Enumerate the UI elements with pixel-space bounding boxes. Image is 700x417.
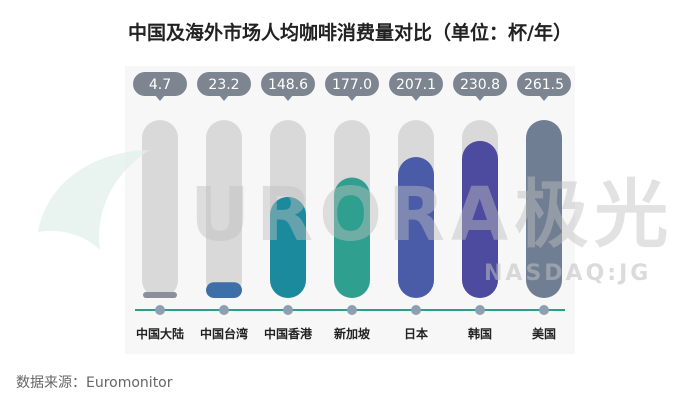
x-tick-label: 美国 <box>532 326 556 341</box>
value-badge-pointer <box>219 95 229 101</box>
value-badge-pointer <box>411 95 421 101</box>
axis-dot <box>283 305 293 315</box>
bar <box>462 140 498 298</box>
value-badge-pointer <box>347 95 357 101</box>
data-label: 4.7 <box>149 77 171 93</box>
bar <box>398 157 434 298</box>
x-tick-label: 韩国 <box>468 326 492 341</box>
bar-chart: 4.7 23.2 148.6 177.0 207.1 230.8 261.5 中国大陆 中国台湾… <box>133 72 571 341</box>
x-tick-label: 中国香港 <box>264 326 313 341</box>
data-label: 148.6 <box>268 77 308 93</box>
data-source: 数据来源：Euromonitor <box>16 375 173 391</box>
x-tick-label: 中国大陆 <box>136 326 184 341</box>
x-tick-label: 新加坡 <box>334 326 371 341</box>
x-tick-label: 中国台湾 <box>200 326 248 341</box>
bar <box>143 292 177 298</box>
axis-dot <box>347 305 357 315</box>
axis-dot <box>155 305 165 315</box>
bar-track <box>206 120 242 298</box>
bar <box>206 282 242 298</box>
value-badge-pointer <box>155 95 165 101</box>
x-tick-label: 日本 <box>404 326 428 341</box>
bar-track <box>142 120 178 298</box>
value-badge <box>197 72 251 96</box>
value-badge <box>517 72 571 96</box>
value-badge <box>261 72 315 96</box>
bar <box>526 120 562 298</box>
value-badge <box>325 72 379 96</box>
value-badge-pointer <box>475 95 485 101</box>
data-label: 207.1 <box>396 77 436 93</box>
value-badge-pointer <box>283 95 293 101</box>
axis-dot <box>219 305 229 315</box>
axis-dot <box>411 305 421 315</box>
value-badge <box>133 72 187 96</box>
data-label: 261.5 <box>524 77 564 93</box>
chart-title: 中国及海外市场人均咖啡消费量对比（单位：杯/年） <box>128 22 572 44</box>
bar <box>334 177 370 298</box>
bar <box>270 196 306 298</box>
value-badge <box>453 72 507 96</box>
value-badge <box>389 72 443 96</box>
chart-area: 4.7 23.2 148.6 177.0 207.1 230.8 261.5 中国大陆 中国台湾… <box>125 66 575 354</box>
data-label: 230.8 <box>460 77 500 93</box>
data-label: 177.0 <box>332 77 372 93</box>
data-label: 23.2 <box>208 77 239 93</box>
axis-dot <box>475 305 485 315</box>
value-badge-pointer <box>539 95 549 101</box>
axis-dot <box>539 305 549 315</box>
